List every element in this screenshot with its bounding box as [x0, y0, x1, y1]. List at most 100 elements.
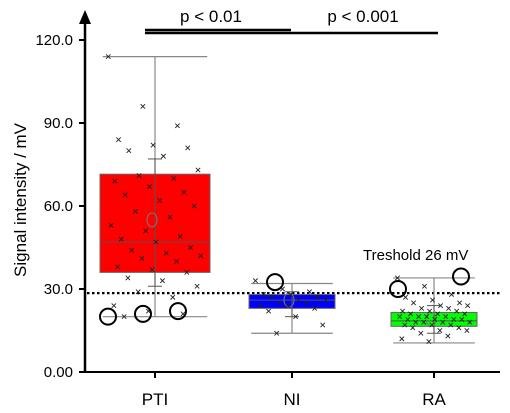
data-point [448, 322, 454, 328]
data-point [400, 308, 406, 314]
data-point [143, 228, 149, 234]
data-point [129, 247, 135, 253]
data-point [258, 303, 264, 309]
axes: 0.00 30.0 60.0 90.0 120.0 PTI NI RA [35, 10, 500, 409]
data-point [456, 325, 462, 331]
data-point [115, 264, 121, 270]
data-point [163, 250, 169, 256]
outlier-circle [389, 280, 407, 298]
data-point [188, 244, 194, 251]
data-point [195, 167, 201, 173]
data-point [467, 319, 473, 325]
x-category-label: NI [284, 390, 301, 409]
data-point [445, 333, 451, 339]
data-point [416, 314, 422, 320]
data-point [274, 330, 280, 336]
x-category-label: PTI [142, 390, 168, 409]
data-point [320, 322, 326, 328]
data-point [397, 314, 403, 320]
data-point [426, 339, 432, 345]
data-point [171, 175, 177, 181]
data-point [402, 322, 408, 328]
data-point [252, 278, 258, 284]
data-point [140, 103, 146, 109]
data-point [132, 209, 138, 215]
outlier-circle [99, 307, 117, 326]
data-point [269, 294, 275, 300]
data-point [285, 303, 291, 309]
data-point [194, 283, 200, 289]
y-tick-label: 0.00 [44, 364, 73, 381]
data-point [198, 253, 204, 259]
x-category-label: RA [422, 390, 446, 409]
data-point [153, 239, 159, 245]
data-point [462, 311, 468, 317]
data-point [149, 267, 155, 273]
data-point [418, 330, 424, 336]
data-point [464, 327, 470, 334]
data-point [111, 303, 117, 309]
data-point [185, 145, 191, 151]
data-point [307, 289, 313, 295]
data-point [430, 297, 436, 303]
y-tick-label: 90.0 [44, 115, 73, 132]
data-point [277, 300, 283, 306]
data-point [405, 316, 411, 322]
data-point [402, 294, 409, 300]
data-point [174, 123, 180, 129]
data-point [121, 314, 127, 320]
data-point [108, 222, 114, 228]
data-point [410, 325, 416, 331]
data-point [136, 173, 142, 179]
data-point [139, 256, 145, 262]
y-axis-arrow [79, 10, 91, 24]
data-point [465, 303, 471, 309]
data-point [449, 292, 455, 298]
data-point [170, 294, 176, 300]
y-tick-label: 120.0 [35, 32, 73, 49]
data-point [435, 311, 441, 317]
box-ni [248, 278, 336, 336]
y-tick-label: 30.0 [44, 281, 73, 298]
data-point [125, 275, 131, 281]
boxes-layer [99, 54, 478, 345]
data-point [116, 137, 122, 143]
data-point [184, 269, 190, 275]
data-point [160, 153, 166, 159]
data-point [167, 214, 173, 220]
data-point [438, 303, 444, 309]
significance-layer: p < 0.01 p < 0.001 [145, 7, 438, 35]
data-point [150, 142, 156, 148]
data-point [432, 316, 438, 322]
data-point [177, 233, 183, 239]
data-point [443, 314, 449, 320]
data-point [293, 314, 299, 320]
significance-label: p < 0.001 [327, 7, 398, 26]
data-point [288, 292, 294, 298]
data-point [181, 189, 187, 195]
y-axis-label: Signal intensity / mV [11, 122, 30, 277]
data-point [173, 258, 180, 264]
data-point [440, 319, 446, 325]
outlier-circle [266, 273, 284, 292]
data-point [312, 305, 318, 311]
data-point [266, 308, 272, 314]
data-point [419, 305, 425, 311]
data-point [296, 297, 302, 303]
data-point [260, 292, 267, 298]
data-point [421, 319, 427, 325]
mean-marker [146, 212, 158, 228]
outlier-circle [452, 267, 470, 286]
data-point [451, 316, 457, 322]
data-point [459, 316, 465, 322]
data-point [446, 305, 452, 311]
data-point [411, 300, 417, 306]
data-point [454, 308, 460, 314]
data-point [105, 54, 111, 60]
data-point [159, 278, 165, 284]
data-point [399, 336, 405, 342]
significance-label: p < 0.01 [180, 7, 242, 26]
data-point [118, 236, 124, 242]
box-ra [390, 275, 478, 345]
